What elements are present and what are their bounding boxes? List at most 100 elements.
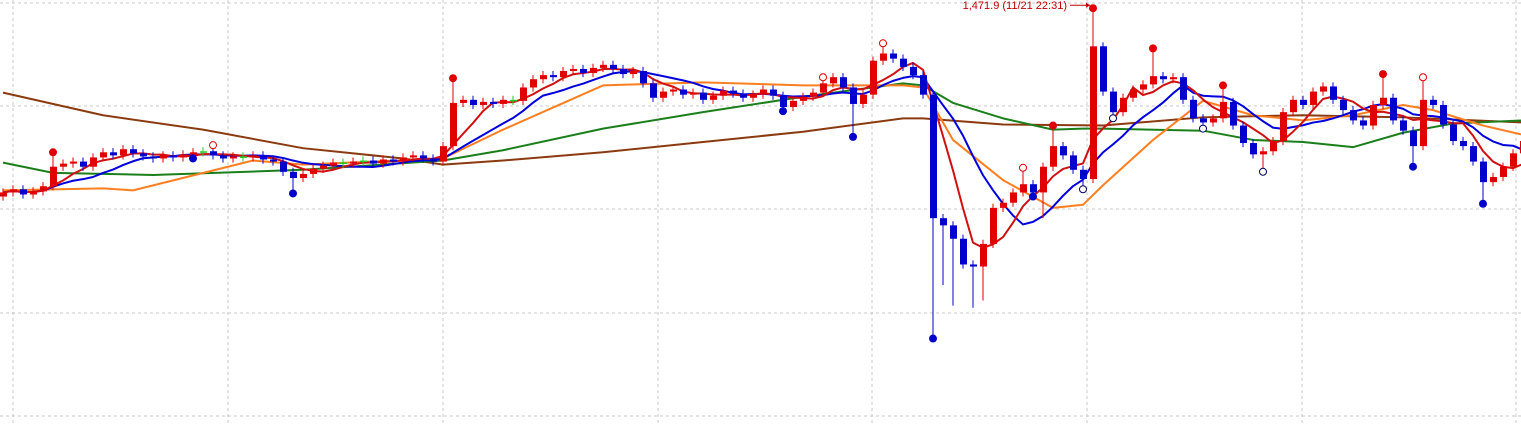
candle-body	[550, 75, 557, 78]
candle-body	[940, 218, 947, 226]
candle-body	[120, 149, 127, 156]
swing-low-dot	[929, 334, 937, 343]
candle	[690, 88, 697, 99]
candle	[890, 49, 897, 63]
candle	[1450, 120, 1457, 146]
candle-body	[660, 91, 667, 98]
candle-body	[160, 155, 167, 159]
candle	[620, 64, 627, 79]
candle-body	[1460, 140, 1467, 147]
candle-body	[1310, 91, 1317, 105]
swing-high-dot	[449, 74, 457, 83]
candle-body	[720, 90, 727, 96]
candle-body	[840, 77, 847, 88]
candle-body	[1430, 99, 1437, 105]
candle	[210, 147, 217, 160]
candle-body	[350, 161, 357, 164]
swing-high-dot	[1219, 81, 1227, 90]
candle-body	[460, 99, 467, 103]
candle	[630, 66, 637, 79]
moving-average-line	[2, 81, 1521, 209]
candle-body	[1260, 151, 1267, 155]
candle-body	[710, 95, 717, 100]
candle	[950, 221, 957, 306]
candle-body	[1000, 202, 1007, 208]
candle-body	[600, 64, 607, 68]
candle-body	[760, 89, 767, 95]
candle	[490, 97, 497, 109]
candle	[460, 95, 467, 108]
candle	[1070, 151, 1077, 174]
candle-body	[880, 53, 887, 61]
candle-body	[1020, 184, 1027, 193]
candle-body	[1350, 110, 1357, 121]
candle	[250, 151, 257, 162]
candle	[270, 155, 277, 166]
candle	[1250, 138, 1257, 159]
candle	[910, 62, 917, 80]
candle	[100, 148, 107, 162]
candle-body	[270, 159, 277, 162]
candle	[1210, 114, 1217, 127]
candle-body	[820, 83, 827, 93]
candle-body	[220, 155, 227, 159]
annotation-arrowhead	[1086, 2, 1090, 8]
candle-body	[540, 75, 547, 80]
candle-body	[500, 99, 507, 104]
candle-body	[1320, 86, 1327, 92]
candle-body	[1230, 101, 1237, 126]
candle-body	[920, 75, 927, 95]
candle-body	[100, 152, 107, 158]
swing-low-dot	[1029, 192, 1037, 201]
candle	[940, 214, 947, 286]
candle	[320, 161, 327, 173]
candle-body	[980, 243, 987, 267]
candle	[350, 157, 357, 168]
candle-body	[1200, 118, 1207, 123]
candle-body	[970, 264, 977, 267]
candle	[1440, 100, 1447, 129]
candle	[1290, 95, 1297, 117]
candle-body	[1490, 176, 1497, 183]
candle	[970, 260, 977, 308]
candle	[130, 145, 137, 158]
candle-body	[1100, 46, 1107, 92]
candle	[1260, 147, 1267, 170]
high-circle-marker	[1019, 163, 1027, 172]
candle	[750, 90, 757, 102]
candle	[760, 85, 767, 99]
candle-body	[580, 68, 587, 74]
candle-body	[260, 155, 267, 160]
candle-body	[1380, 97, 1387, 105]
candle-body	[0, 192, 7, 197]
candle-body	[900, 58, 907, 67]
candle-body	[1140, 84, 1147, 90]
candle	[730, 86, 737, 98]
candle	[1240, 121, 1247, 148]
candle-body	[1470, 146, 1477, 162]
candle-body	[670, 89, 677, 92]
candle-body	[1210, 118, 1217, 123]
candle-body	[1400, 120, 1407, 131]
high-circle-marker	[209, 141, 217, 150]
candle-body	[700, 92, 707, 100]
candle-body	[730, 90, 737, 94]
candle	[1170, 73, 1177, 84]
candle-body	[280, 161, 287, 172]
candle	[1230, 97, 1237, 130]
candle	[150, 152, 157, 163]
candle-body	[890, 53, 897, 59]
candle	[1340, 95, 1347, 115]
candle-body	[390, 159, 397, 162]
candle-body	[690, 92, 697, 95]
candle-body	[320, 165, 327, 169]
candle	[1000, 198, 1007, 212]
candle	[330, 158, 337, 170]
candle	[310, 164, 317, 179]
candle-body	[960, 238, 967, 265]
candle	[160, 151, 167, 163]
candle-body	[780, 95, 787, 108]
candle-body	[1510, 153, 1517, 167]
candle-body	[1120, 97, 1127, 113]
